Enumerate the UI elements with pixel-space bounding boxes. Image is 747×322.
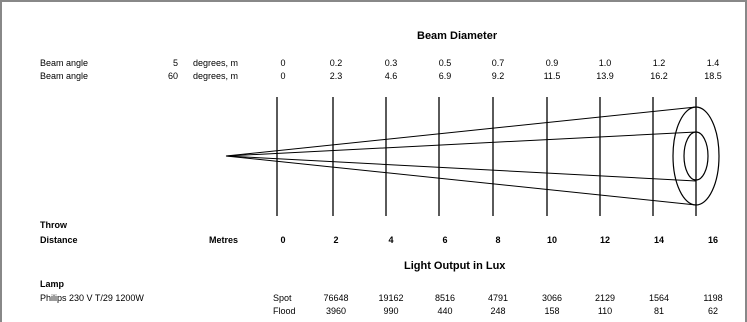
- lux-mode-label: Flood: [273, 306, 296, 316]
- distance-value: 10: [546, 235, 557, 245]
- lux-value: 19162: [378, 293, 404, 303]
- lux-value: 3066: [541, 293, 563, 303]
- beam-diameter-value: 4.6: [384, 71, 398, 81]
- lux-value: 248: [490, 306, 506, 316]
- beam-diameter-value: 0.2: [329, 58, 343, 68]
- beam-diameter-value: 0.3: [384, 58, 398, 68]
- beam-row-label: Beam angle: [40, 71, 89, 81]
- lux-value: 76648: [323, 293, 349, 303]
- beam-diameter-heading: Beam Diameter: [417, 30, 498, 42]
- distance-value: 2: [333, 235, 339, 245]
- spot-beam-top: [225, 131, 697, 157]
- beam-diameter-value: 0.5: [438, 58, 452, 68]
- beam-diameter-value: 13.9: [596, 71, 614, 81]
- beam-row-label: Beam angle: [40, 58, 89, 68]
- beam-row-unit: degrees, m: [193, 71, 239, 81]
- distance-value: 14: [653, 235, 664, 245]
- beam-row-unit: degrees, m: [193, 58, 239, 68]
- lux-value: 81: [653, 306, 664, 316]
- beam-row-angle: 5: [172, 58, 178, 68]
- beam-diameter-value: 0: [280, 58, 286, 68]
- lux-value: 158: [544, 306, 560, 316]
- lux-value: 3960: [325, 306, 347, 316]
- lux-value: 8516: [434, 293, 456, 303]
- beam-diameter-value: 11.5: [543, 71, 561, 81]
- lux-value: 1564: [648, 293, 670, 303]
- beam-diameter-value: 0.9: [545, 58, 559, 68]
- lux-value: 990: [383, 306, 399, 316]
- flood-beam-top: [225, 106, 697, 157]
- beam-diameter-value: 16.2: [650, 71, 668, 81]
- distance-value: 16: [707, 235, 718, 245]
- lux-value: 1198: [703, 293, 723, 303]
- beam-diameter-value: 6.9: [438, 71, 452, 81]
- beam-diameter-value: 18.5: [704, 71, 722, 81]
- distance-value: 8: [495, 235, 501, 245]
- beam-cone: [225, 106, 720, 206]
- beam-diameter-value: 2.3: [329, 71, 343, 81]
- lux-mode-label: Spot: [273, 293, 292, 303]
- flood-beam-section: [672, 106, 720, 206]
- beam-diameter-value: 9.2: [491, 71, 505, 81]
- beam-diameter-value: 0.7: [491, 58, 505, 68]
- beam-diameter-value: 1.4: [706, 58, 720, 68]
- distance-value: 0: [280, 235, 286, 245]
- lamp-name: Philips 230 V T/29 1200W: [40, 293, 144, 303]
- beam-row-angle: 60: [167, 71, 178, 81]
- metres-label: Metres: [209, 235, 239, 245]
- lamp-heading: Lamp: [40, 279, 65, 289]
- flood-beam-bottom: [225, 155, 697, 206]
- lux-value: 62: [707, 306, 718, 316]
- beam-diameter-value: 1.0: [598, 58, 612, 68]
- lux-value: 110: [597, 306, 613, 316]
- spot-beam-section: [683, 131, 709, 181]
- beam-diameter-value: 0: [280, 71, 286, 81]
- distance-value: 4: [388, 235, 394, 245]
- light-output-heading: Light Output in Lux: [404, 260, 506, 272]
- lux-value: 4791: [487, 293, 509, 303]
- lux-value: 2129: [594, 293, 616, 303]
- distance-value: 12: [599, 235, 610, 245]
- distance-label: Distance: [40, 235, 78, 245]
- spot-beam-bottom: [225, 155, 697, 182]
- beam-diameter-value: 1.2: [652, 58, 666, 68]
- distance-value: 6: [442, 235, 448, 245]
- lux-value: 440: [437, 306, 453, 316]
- throw-label: Throw: [40, 220, 67, 230]
